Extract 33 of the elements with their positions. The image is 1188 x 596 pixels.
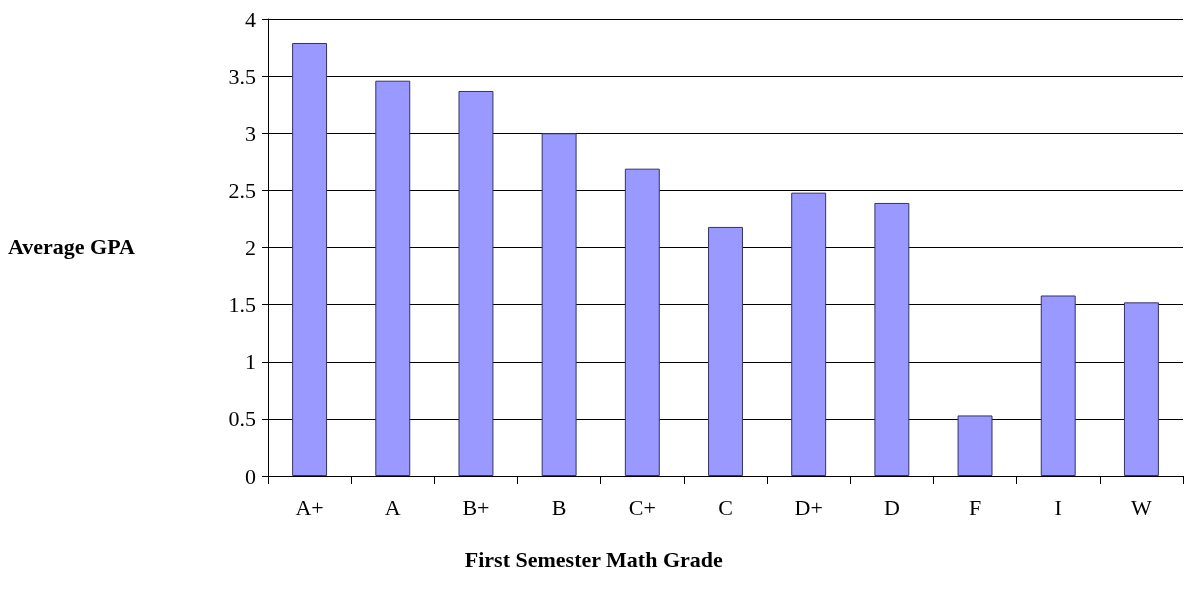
y-tick-label: 2	[245, 235, 256, 260]
bar	[957, 415, 993, 476]
bar	[791, 192, 827, 476]
bar	[708, 226, 743, 476]
x-tick-label: B	[551, 494, 567, 520]
y-tick-label: 3.5	[228, 63, 256, 89]
x-tick-label: F	[968, 494, 982, 520]
bar	[292, 42, 328, 476]
bar	[1040, 295, 1076, 476]
bar	[541, 133, 577, 476]
x-tick-label: D+	[794, 494, 823, 520]
x-tick-label: C+	[628, 494, 656, 520]
y-tick-label: 2.5	[228, 177, 256, 203]
x-tick-label: W	[1131, 494, 1153, 520]
y-tick-label: 0	[245, 463, 256, 489]
bar	[375, 80, 411, 476]
x-tick-label: A	[384, 494, 401, 520]
x-tick-label: A+	[295, 494, 324, 520]
bar	[624, 168, 660, 476]
y-tick-label: 3	[245, 120, 256, 146]
y-tick-label: 0.5	[228, 406, 256, 432]
x-tick-label: C	[718, 494, 733, 520]
bar	[874, 202, 910, 476]
y-tick-label: 1.5	[228, 292, 256, 318]
y-tick-label: 4	[245, 6, 256, 32]
bar	[458, 90, 494, 476]
x-axis-title: First Semester Math Grade	[464, 546, 724, 572]
bar	[1123, 302, 1159, 476]
y-axis-title: Average GPA	[8, 233, 135, 259]
x-tick-label: B+	[462, 494, 490, 520]
x-tick-label: I	[1054, 494, 1062, 520]
x-tick-label: D	[883, 494, 900, 520]
y-tick-label: 1	[245, 349, 256, 375]
